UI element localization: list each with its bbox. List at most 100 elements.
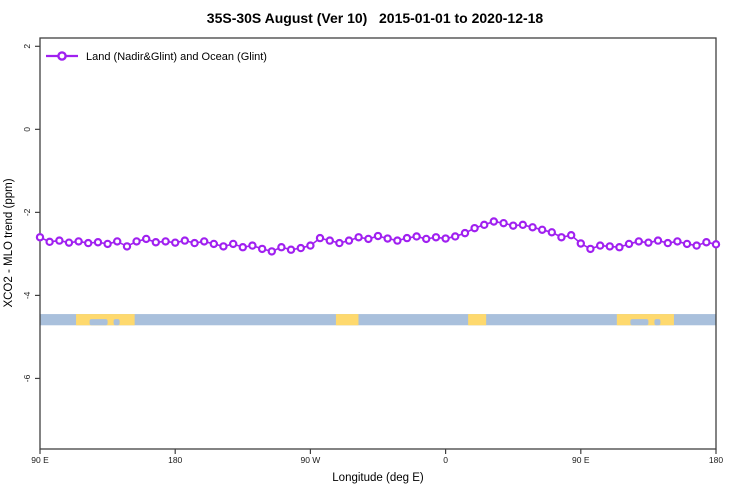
data-point-marker [509,221,518,230]
legend-label: Land (Nadir&Glint) and Ocean (Glint) [86,51,267,63]
data-point-marker [55,236,64,245]
data-point-marker [161,237,170,246]
data-point-marker [132,237,141,246]
data-point-marker [624,239,634,249]
data-point-marker [248,241,257,250]
data-point-marker [325,236,334,245]
data-point-marker [702,238,711,247]
land-ocean-map-strip [40,314,716,326]
data-point-marker [306,241,315,250]
x-tick-label: 90 E [572,455,590,465]
x-tick-label: 90 E [31,455,49,465]
data-point-marker [663,238,672,248]
data-point-marker [576,239,586,248]
data-point-marker [257,244,267,254]
data-point-marker [122,242,132,251]
data-point-marker [480,220,489,230]
data-point-marker [422,234,431,244]
data-point-marker [180,236,190,245]
data-point-marker [170,238,180,247]
data-point-marker [219,242,228,251]
data-point-marker [354,233,363,242]
data-point-marker [653,236,663,245]
data-point-marker [383,234,392,243]
chart-title: 35S-30S August (Ver 10) 2015-01-01 to 20… [206,10,544,26]
data-point-marker [364,234,373,244]
data-point-marker [74,237,83,246]
data-point-marker [199,237,209,246]
x-axis-title: Longitude (deg E) [332,472,424,484]
data-point-marker [373,231,383,241]
data-point-marker [190,238,199,248]
data-point-marker [586,244,595,254]
legend-marker-sample [57,51,67,61]
legend: Land (Nadir&Glint) and Ocean (Glint) [46,51,267,63]
data-point-marker [209,239,219,249]
x-tick-label: 90 W [300,455,320,465]
data-point-marker [151,238,161,247]
data-point-marker [557,233,566,242]
data-point-marker [711,240,721,249]
axes: 90 E 180 90 W 0 90 E 180 2 0 -2 -4 -6 [22,37,723,465]
data-point-marker [93,238,103,247]
data-point-marker [595,241,605,250]
data-point-marker [528,223,537,232]
data-point-marker [113,237,122,246]
y-tick-label: 0 [22,127,32,132]
y-axis-title: XCO2 - MLO trend (ppm) [3,178,15,308]
data-point-marker [103,239,112,249]
plot-border [39,37,717,450]
data-point-marker [673,237,682,246]
data-point-marker [518,220,528,230]
data-point-marker [286,245,296,254]
data-point-marker [267,247,276,256]
data-point-marker [412,232,421,241]
data-point-marker [45,237,54,247]
data-point-marker [605,242,614,251]
data-point-marker [566,230,576,240]
land-segment [335,314,359,326]
land-segment [468,314,487,326]
coast-notch [89,319,108,326]
data-point-marker [489,217,499,226]
coast-notch [654,319,661,326]
data-point-marker [441,234,450,243]
data-point-marker [451,232,460,241]
data-point-marker [537,225,547,234]
data-point-marker [393,236,402,245]
data-point-marker [277,243,286,252]
y-tick-label: -2 [22,208,32,216]
data-point-marker [228,239,238,249]
x-tick-label: 180 [709,455,723,465]
data-point-marker [615,243,624,252]
data-point-marker [634,237,643,246]
data-series [35,217,721,256]
data-point-marker [470,223,479,233]
data-point-marker [335,238,344,248]
coast-notch [113,319,120,326]
x-tick-label: 180 [168,455,182,465]
data-point-marker [344,236,354,245]
y-tick-label: -4 [22,291,32,299]
data-point-marker [402,233,412,243]
data-point-marker [431,233,441,242]
coast-notch [630,319,649,326]
data-point-marker [84,238,93,248]
data-point-marker [692,241,701,250]
y-tick-label: -6 [22,374,32,382]
data-point-marker [142,234,151,244]
ocean-band [40,314,716,326]
x-tick-label: 0 [443,455,448,465]
y-tick-label: 2 [22,44,32,49]
data-point-marker [499,218,508,228]
data-point-marker [296,243,305,253]
data-point-marker [64,238,74,247]
data-point-marker [682,239,692,249]
data-point-marker [35,233,45,242]
data-point-marker [460,228,470,238]
data-point-marker [238,243,247,252]
data-point-marker [547,228,557,237]
data-point-marker [644,238,653,247]
